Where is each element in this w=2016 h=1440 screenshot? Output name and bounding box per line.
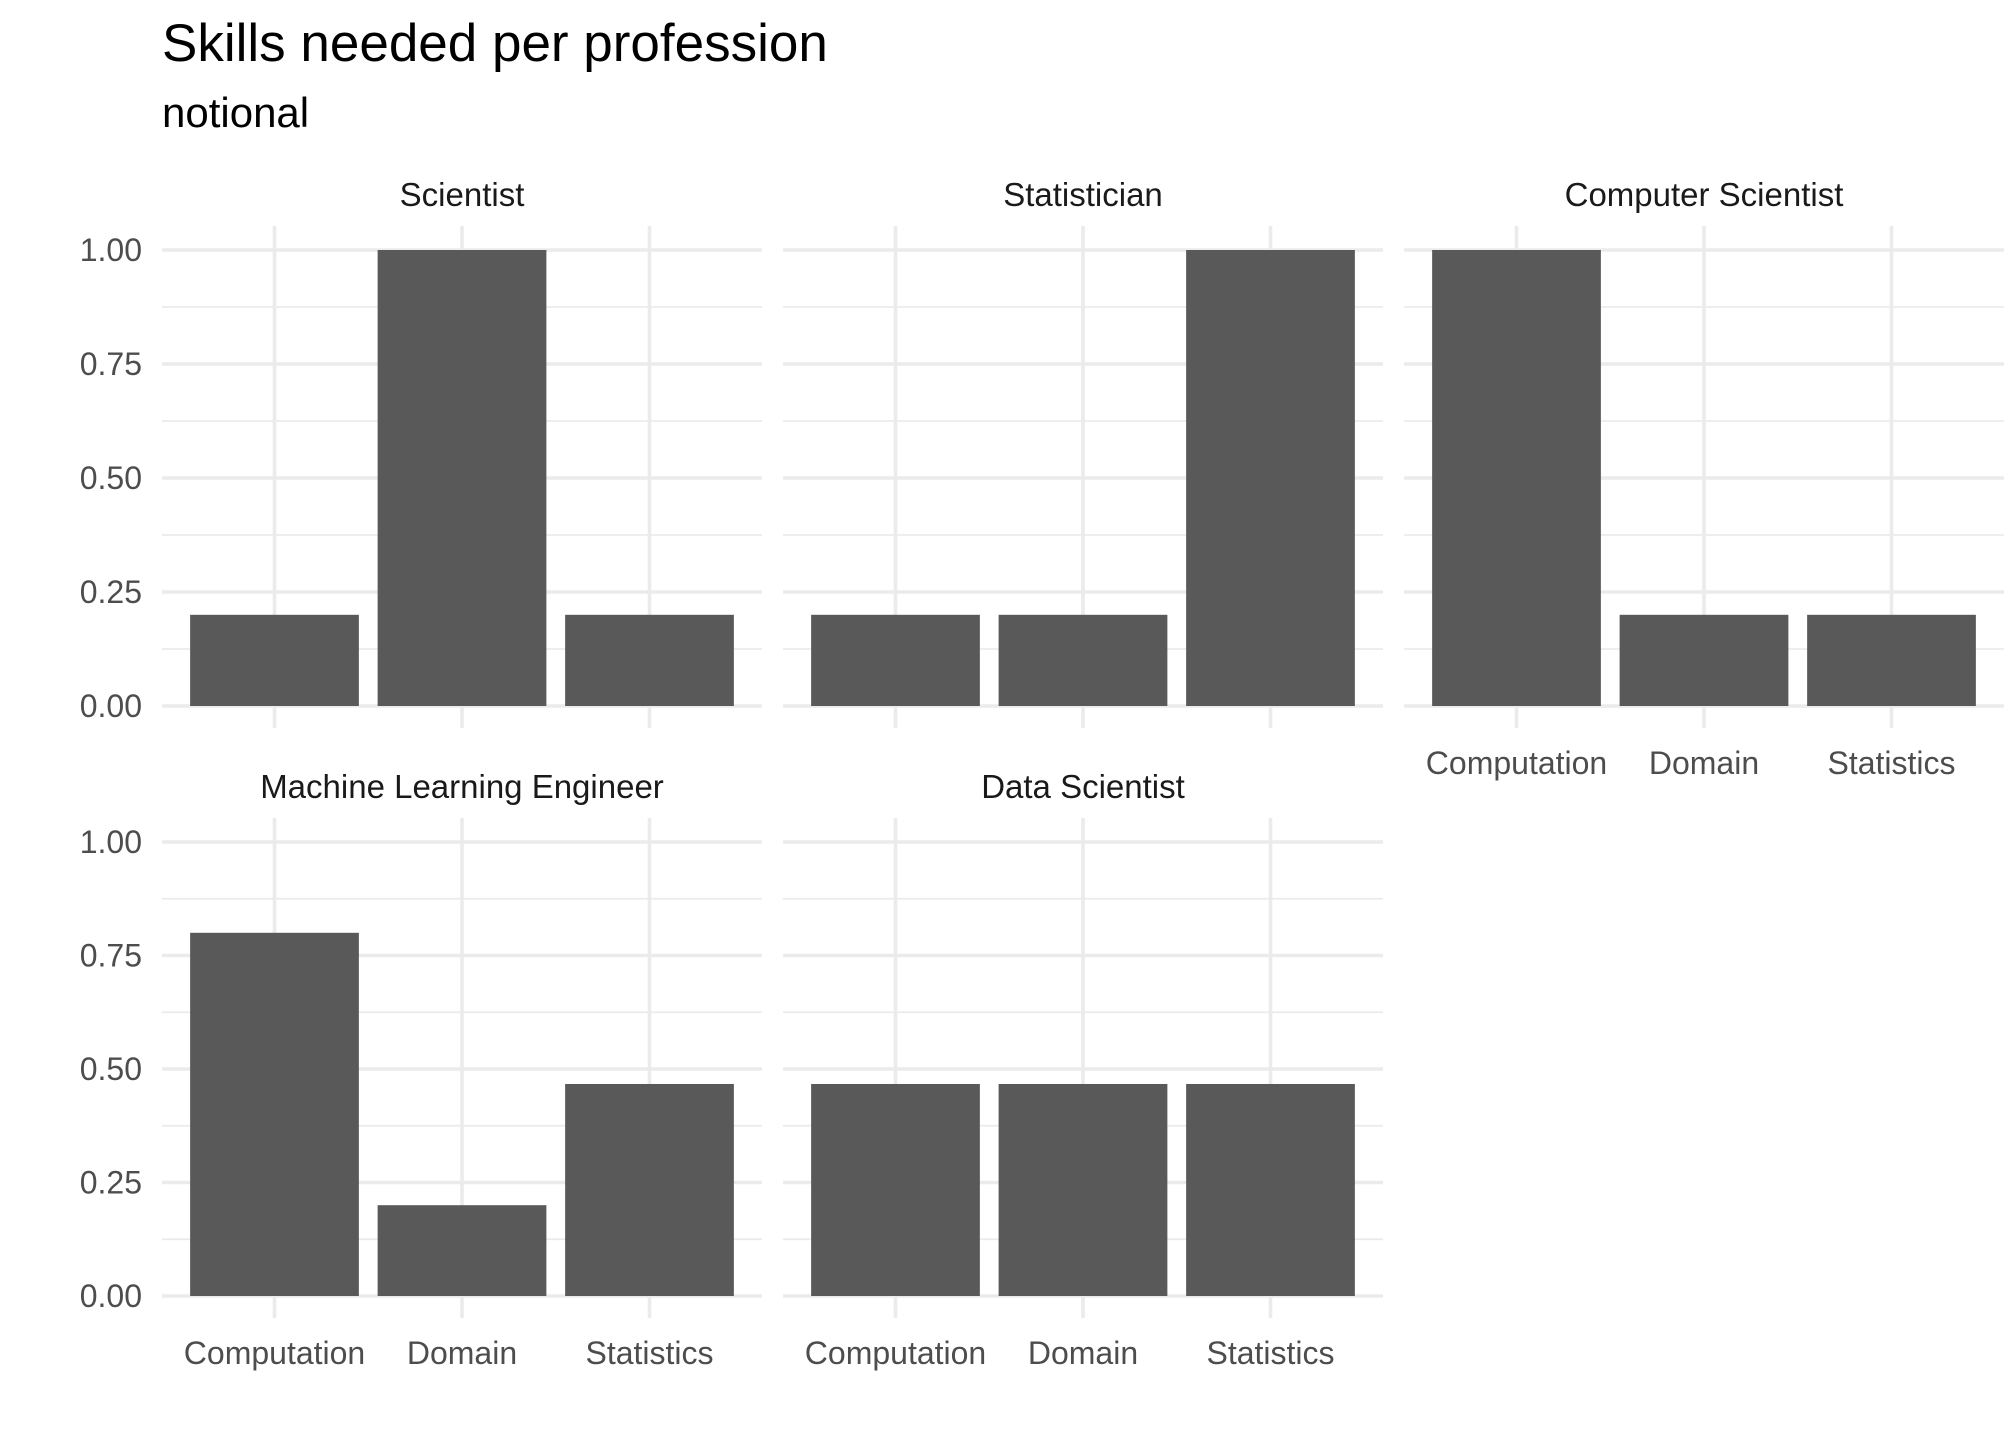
y-tick-label: 0.25 bbox=[80, 574, 142, 610]
facet-statistician: Statistician bbox=[783, 176, 1383, 728]
bar-statistician-domain bbox=[998, 614, 1168, 706]
bar-statistician-statistics bbox=[1186, 250, 1355, 706]
facet-scientist: Scientist 0.00 0.25 0.50 0.75 1.00 bbox=[80, 176, 762, 728]
facet-computer-scientist: Computer Scientist Computation Domain Stati… bbox=[1404, 176, 2004, 781]
bar-machine-learning-engineer-computation bbox=[190, 932, 359, 1296]
bar-data-scientist-statistics bbox=[1186, 1083, 1355, 1296]
facet-label: Statistician bbox=[1003, 176, 1163, 213]
x-tick-label: Domain bbox=[407, 1335, 517, 1371]
y-tick-label: 1.00 bbox=[80, 824, 142, 860]
x-tick-label: Statistics bbox=[1827, 745, 1955, 781]
bar-data-scientist-computation bbox=[811, 1083, 980, 1296]
bar-statistician-computation bbox=[811, 614, 980, 706]
bar-computer-scientist-domain bbox=[1619, 614, 1789, 706]
chart-subtitle: notional bbox=[162, 89, 309, 136]
x-tick-label: Computation bbox=[184, 1335, 365, 1371]
x-tick-label: Computation bbox=[1426, 745, 1607, 781]
facet-label: Machine Learning Engineer bbox=[260, 768, 664, 805]
x-tick-label: Domain bbox=[1028, 1335, 1138, 1371]
x-tick-label: Domain bbox=[1649, 745, 1759, 781]
bar-machine-learning-engineer-domain bbox=[377, 1205, 547, 1296]
y-tick-label: 0.00 bbox=[80, 688, 142, 724]
y-tick-label: 0.50 bbox=[80, 460, 142, 496]
y-tick-label: 0.75 bbox=[80, 346, 142, 382]
bar-data-scientist-domain bbox=[998, 1083, 1168, 1296]
bar-machine-learning-engineer-statistics bbox=[565, 1083, 734, 1296]
bar-computer-scientist-statistics bbox=[1807, 614, 1976, 706]
x-tick-label: Computation bbox=[805, 1335, 986, 1371]
facet-label: Computer Scientist bbox=[1565, 176, 1844, 213]
x-tick-label: Statistics bbox=[585, 1335, 713, 1371]
y-tick-label: 0.75 bbox=[80, 938, 142, 974]
x-tick-label: Statistics bbox=[1206, 1335, 1334, 1371]
facet-data-scientist: Data Scientist Computation Domain Statistic… bbox=[783, 768, 1383, 1371]
bar-scientist-computation bbox=[190, 614, 359, 706]
y-tick-label: 0.00 bbox=[80, 1278, 142, 1314]
bar-scientist-domain bbox=[377, 250, 547, 706]
facet-panels: Scientist 0.00 0.25 0.50 0.75 1.00 Statisticia… bbox=[80, 176, 2004, 1371]
y-tick-label: 0.50 bbox=[80, 1051, 142, 1087]
facet-label: Data Scientist bbox=[981, 768, 1185, 805]
chart-title: Skills needed per profession bbox=[162, 14, 828, 73]
bar-scientist-statistics bbox=[565, 614, 734, 706]
facet-machine-learning-engineer: Machine Learning Engineer 0.00 0.25 0.50 0.7… bbox=[80, 768, 762, 1371]
y-tick-label: 0.25 bbox=[80, 1165, 142, 1201]
facet-label: Scientist bbox=[400, 176, 525, 213]
y-tick-label: 1.00 bbox=[80, 232, 142, 268]
bar-computer-scientist-computation bbox=[1432, 250, 1601, 706]
